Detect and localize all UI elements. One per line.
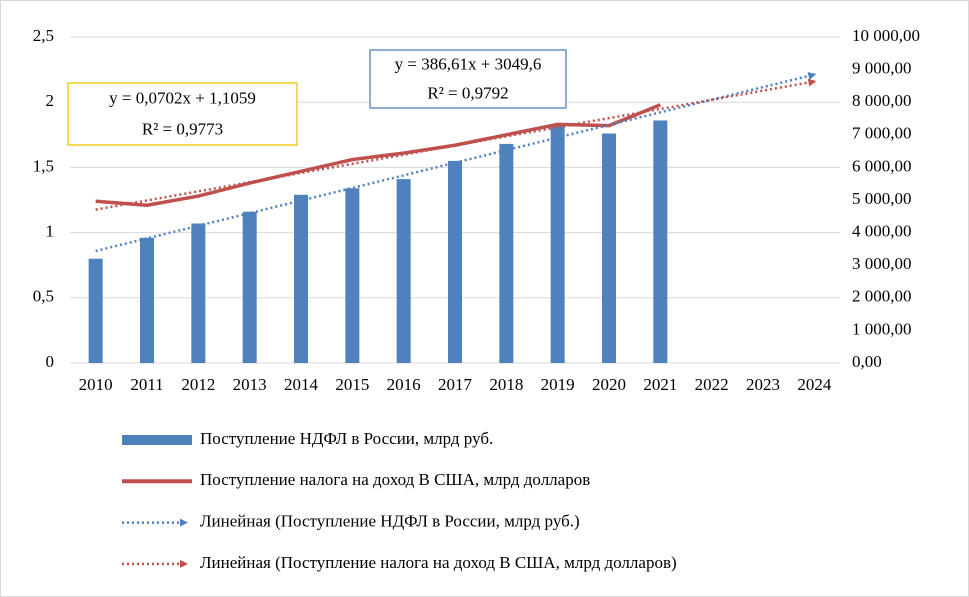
x-tick-label: 2013: [233, 375, 267, 394]
annotation-text: R² = 0,9773: [142, 119, 223, 138]
legend-swatch: [122, 435, 192, 445]
y-tick-label: 0: [46, 352, 55, 371]
y2-tick-label: 0,00: [852, 352, 882, 371]
x-tick-label: 2019: [541, 375, 575, 394]
x-tick-label: 2020: [592, 375, 626, 394]
y2-tick-label: 1 000,00: [852, 319, 912, 338]
x-tick-label: 2022: [695, 375, 729, 394]
y2-tick-label: 9 000,00: [852, 59, 912, 78]
x-tick-label: 2015: [335, 375, 369, 394]
y-tick-label: 1: [46, 222, 55, 241]
bar: [550, 125, 565, 363]
y2-tick-label: 5 000,00: [852, 189, 912, 208]
bar: [448, 160, 462, 363]
y-tick-label: 2,5: [33, 26, 54, 45]
y2-tick-label: 7 000,00: [852, 124, 912, 143]
y2-tick-label: 8 000,00: [852, 91, 912, 110]
bar: [294, 194, 308, 363]
y2-tick-label: 6 000,00: [852, 156, 912, 175]
y-tick-label: 0,5: [33, 287, 54, 306]
x-tick-label: 2023: [746, 375, 780, 394]
x-tick-label: 2016: [387, 375, 421, 394]
y-tick-label: 1,5: [33, 156, 54, 175]
legend-label: Поступление налога на доход В США, млрд …: [200, 470, 590, 489]
bar: [191, 223, 206, 363]
annotation-box: [369, 49, 567, 109]
legend-label: Линейная (Поступление НДФЛ в России, млр…: [200, 512, 580, 531]
y2-tick-label: 4 000,00: [852, 222, 912, 241]
bar: [140, 237, 154, 363]
annotation-text: y = 386,61x + 3049,6: [395, 54, 542, 73]
x-tick-label: 2018: [489, 375, 523, 394]
x-tick-label: 2010: [79, 375, 113, 394]
bar: [653, 120, 668, 364]
annotation-text: y = 0,0702x + 1,1059: [109, 88, 256, 107]
bar: [499, 143, 514, 363]
legend-label: Линейная (Поступление налога на доход В …: [200, 553, 677, 572]
annotation-text: R² = 0,9792: [427, 83, 508, 102]
x-tick-label: 2024: [797, 375, 832, 394]
trend-line: [95, 78, 817, 211]
y2-tick-label: 2 000,00: [852, 287, 912, 306]
annotation-box: [67, 82, 298, 146]
y2-tick-label: 3 000,00: [852, 254, 912, 273]
x-tick-label: 2017: [438, 375, 473, 394]
x-tick-label: 2012: [181, 375, 215, 394]
bar: [88, 258, 103, 363]
legend-label: Поступление НДФЛ в России, млрд руб.: [200, 429, 493, 448]
bar: [345, 188, 360, 363]
x-tick-label: 2021: [643, 375, 677, 394]
bar: [602, 133, 616, 363]
x-tick-label: 2011: [130, 375, 163, 394]
x-tick-label: 2014: [284, 375, 319, 394]
y-tick-label: 2: [46, 91, 55, 110]
bar: [396, 179, 411, 363]
line: [95, 103, 661, 207]
y2-tick-label: 10 000,00: [852, 26, 920, 45]
bar: [242, 211, 257, 363]
trend-line: [95, 72, 817, 253]
